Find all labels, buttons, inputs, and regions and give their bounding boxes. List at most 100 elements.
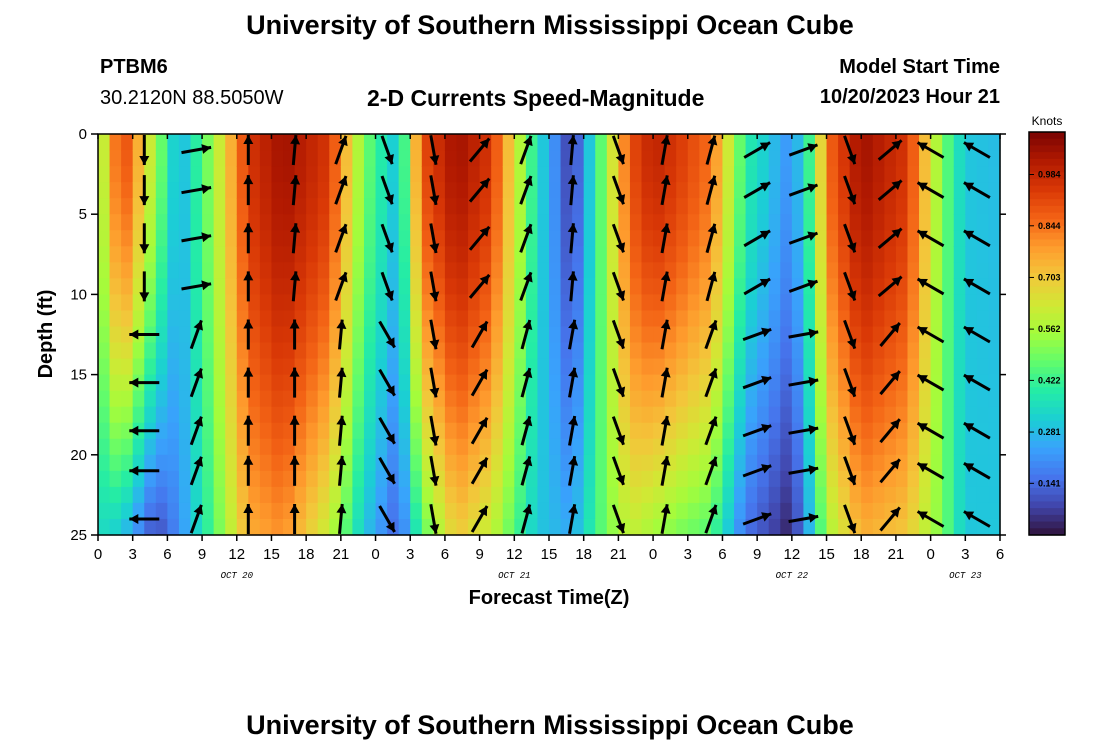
current-arrow — [742, 512, 772, 526]
heatmap-cell — [259, 166, 273, 183]
x-tick-label: 3 — [406, 546, 414, 563]
heatmap-cell — [687, 246, 700, 263]
heatmap-cell — [572, 166, 585, 183]
heatmap-cell — [653, 166, 666, 183]
heatmap-cell — [167, 342, 180, 360]
current-arrow — [468, 177, 491, 203]
heatmap-cell — [780, 390, 793, 408]
heatmap-cell — [560, 358, 573, 376]
heatmap-cell — [479, 342, 492, 360]
heatmap-cell — [121, 230, 134, 247]
heatmap-cell — [109, 230, 122, 247]
heatmap-cell — [791, 310, 805, 328]
heatmap-cell — [502, 134, 515, 151]
heatmap-cell — [768, 438, 781, 456]
heatmap-cell — [942, 262, 955, 279]
heatmap-cell — [872, 390, 885, 408]
heatmap-cell — [826, 262, 839, 279]
heatmap-cell — [387, 406, 400, 424]
heatmap-cell — [213, 390, 226, 408]
heatmap-cell — [213, 454, 226, 472]
heatmap-cell — [537, 150, 550, 167]
heatmap-cell — [907, 310, 920, 328]
heatmap-cell — [121, 502, 134, 520]
heatmap-cell — [884, 438, 897, 456]
heatmap-cell — [283, 502, 296, 520]
heatmap-cell — [514, 486, 527, 504]
heatmap-cell — [352, 134, 365, 151]
heatmap-cell — [930, 342, 943, 360]
heatmap-cell — [872, 518, 885, 536]
heatmap-cell — [976, 262, 990, 279]
current-arrow — [742, 375, 772, 390]
model-start-value: 10/20/2023 Hour 21 — [819, 86, 1000, 108]
heatmap-cell — [988, 310, 1001, 328]
heatmap-cell — [710, 438, 724, 456]
heatmap-cell — [421, 422, 434, 440]
heatmap-cell — [259, 518, 273, 536]
heatmap-cell — [259, 198, 273, 215]
heatmap-cell — [976, 166, 990, 183]
heatmap-cell — [155, 454, 168, 472]
heatmap-cell — [306, 438, 319, 456]
heatmap-cell — [502, 454, 515, 472]
heatmap-cell — [722, 198, 735, 215]
heatmap-cell — [745, 454, 758, 472]
heatmap-cell — [444, 406, 458, 424]
heatmap-cell — [213, 150, 226, 167]
heatmap-cell — [491, 358, 504, 376]
current-arrow — [568, 415, 579, 446]
heatmap-cell — [340, 374, 354, 392]
current-arrow — [963, 277, 991, 296]
heatmap-cell — [826, 294, 839, 312]
heatmap-cell — [213, 166, 226, 183]
heatmap-cell — [988, 262, 1001, 279]
heatmap-cell — [745, 134, 758, 151]
heatmap-cell — [676, 230, 689, 247]
heatmap-cell — [248, 422, 261, 440]
heatmap-cell — [757, 470, 770, 488]
heatmap-cell — [202, 294, 215, 312]
heatmap-cell — [502, 422, 515, 440]
heatmap-cell — [283, 134, 296, 151]
heatmap-cell — [190, 294, 203, 312]
heatmap-cell — [595, 342, 608, 360]
current-arrow — [429, 175, 440, 206]
x-tick-label: 3 — [961, 546, 969, 563]
colorbar-segment — [1029, 320, 1065, 328]
heatmap-cell — [861, 390, 874, 408]
heatmap-cell — [132, 150, 145, 167]
heatmap-cell — [653, 214, 666, 231]
heatmap-cell — [375, 310, 388, 328]
heatmap-cell — [919, 310, 932, 328]
colorbar-segment — [1029, 393, 1065, 402]
heatmap-cell — [976, 502, 990, 520]
heatmap-cell — [872, 182, 885, 199]
heatmap-cell — [236, 438, 249, 456]
heatmap-cell — [259, 214, 273, 231]
heatmap-cell — [572, 486, 585, 504]
heatmap-cell — [306, 262, 319, 279]
heatmap-cell — [479, 390, 492, 408]
heatmap-cell — [687, 422, 700, 440]
heatmap-cell — [780, 342, 793, 360]
heatmap-cell — [976, 438, 990, 456]
x-tick-label: 18 — [298, 546, 315, 563]
heatmap-cell — [387, 454, 400, 472]
heatmap-cell — [468, 454, 481, 472]
heatmap-cell — [144, 390, 157, 408]
heatmap-cell — [421, 230, 434, 247]
heatmap-cell — [641, 438, 654, 456]
heatmap-cell — [653, 406, 666, 424]
heatmap-cell — [595, 422, 608, 440]
heatmap-cell — [629, 358, 643, 376]
heatmap-cell — [155, 502, 168, 520]
heatmap-cell — [398, 246, 411, 263]
current-arrow — [877, 227, 903, 250]
heatmap-cell — [618, 502, 631, 520]
heatmap-cell — [109, 246, 122, 263]
heatmap-cell — [745, 262, 758, 279]
heatmap-cell — [572, 390, 585, 408]
heatmap-cell — [687, 166, 700, 183]
current-arrow — [189, 416, 203, 446]
